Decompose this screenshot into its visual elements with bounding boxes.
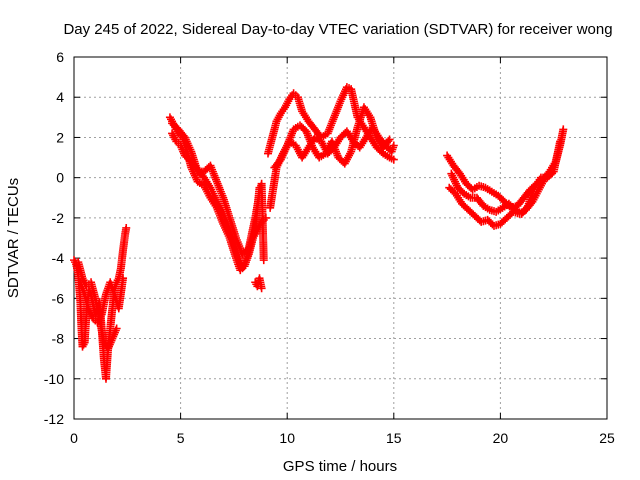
data-points [70, 83, 568, 383]
data-point [389, 155, 398, 164]
data-point [259, 256, 268, 265]
y-axis-label: SDTVAR / TECUs [5, 178, 22, 298]
x-axis: 0 5 10 15 20 25 [70, 57, 615, 446]
x-tick-label: 10 [279, 430, 295, 446]
data-point [119, 274, 128, 283]
y-tick-label: 6 [56, 49, 64, 65]
data-point [385, 135, 394, 144]
y-tick-label: -12 [44, 411, 64, 427]
data-point [257, 284, 266, 293]
x-tick-label: 20 [493, 430, 509, 446]
plot-frame [73, 56, 608, 420]
y-tick-label: -6 [52, 290, 65, 306]
data-point [556, 137, 565, 146]
x-tick-label: 0 [70, 430, 78, 446]
chart-title: Day 245 of 2022, Sidereal Day-to-day VTE… [63, 21, 612, 38]
x-tick-label: 5 [177, 430, 185, 446]
y-tick-label: 0 [56, 170, 64, 186]
y-axis: -12 -10 -8 -6 -4 -2 0 2 4 6 [44, 49, 607, 427]
data-point [389, 141, 398, 150]
data-point-dense [384, 137, 393, 146]
data-point [559, 125, 568, 134]
y-tick-label: -4 [52, 250, 65, 266]
y-tick-label: 2 [56, 129, 64, 145]
x-axis-label: GPS time / hours [283, 458, 397, 475]
y-tick-label: -2 [52, 210, 65, 226]
y-tick-label: -8 [52, 331, 65, 347]
data-point [122, 223, 131, 232]
x-tick-label: 15 [386, 430, 402, 446]
data-point [112, 324, 121, 333]
y-tick-label: 4 [56, 89, 64, 105]
y-tick-label: -10 [44, 371, 64, 387]
x-tick-label: 25 [599, 430, 615, 446]
